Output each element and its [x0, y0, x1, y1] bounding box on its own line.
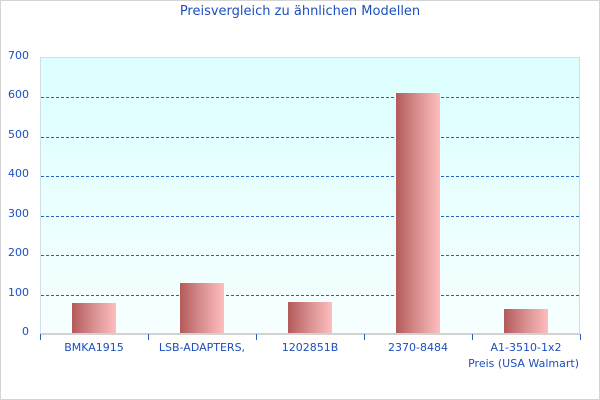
x-tick-label: LSB-ADAPTERS, [158, 341, 246, 354]
y-tick-label: 300 [8, 206, 29, 220]
x-axis-title: Preis (USA Walmart) [468, 357, 579, 370]
gridline [41, 294, 579, 296]
x-tick-mark [148, 334, 149, 340]
x-tick-label: A1-3510-1x2 [490, 341, 562, 354]
x-tick-label: BMKA1915 [64, 341, 124, 354]
chart-title: Preisvergleich zu ähnlichen Modellen [179, 4, 421, 19]
x-tick-mark [256, 334, 257, 340]
gridline [41, 176, 579, 178]
gridline [41, 255, 579, 257]
x-tick-mark [364, 334, 365, 340]
y-tick-label: 200 [8, 246, 29, 260]
y-tick-label: 700 [8, 49, 29, 62]
bar [396, 93, 440, 333]
x-tick-label: 1202851B [281, 341, 339, 354]
x-tick-mark [580, 334, 581, 340]
y-tick-label: 0 [22, 325, 29, 338]
x-tick-label: 2370-8484 [388, 341, 448, 354]
bar [72, 303, 116, 333]
gridline [41, 97, 579, 99]
gridline [41, 136, 579, 138]
y-tick-label: 400 [8, 167, 29, 181]
x-tick-mark [40, 334, 41, 340]
x-tick-mark [472, 334, 473, 340]
gridline [41, 215, 579, 217]
y-tick-label: 500 [8, 127, 29, 141]
y-tick-label: 600 [8, 88, 29, 102]
bar [180, 283, 224, 333]
bar [288, 302, 332, 333]
x-axis [40, 333, 580, 335]
plot-area [40, 57, 580, 333]
bar [504, 309, 548, 333]
y-tick-label: 100 [8, 285, 29, 299]
